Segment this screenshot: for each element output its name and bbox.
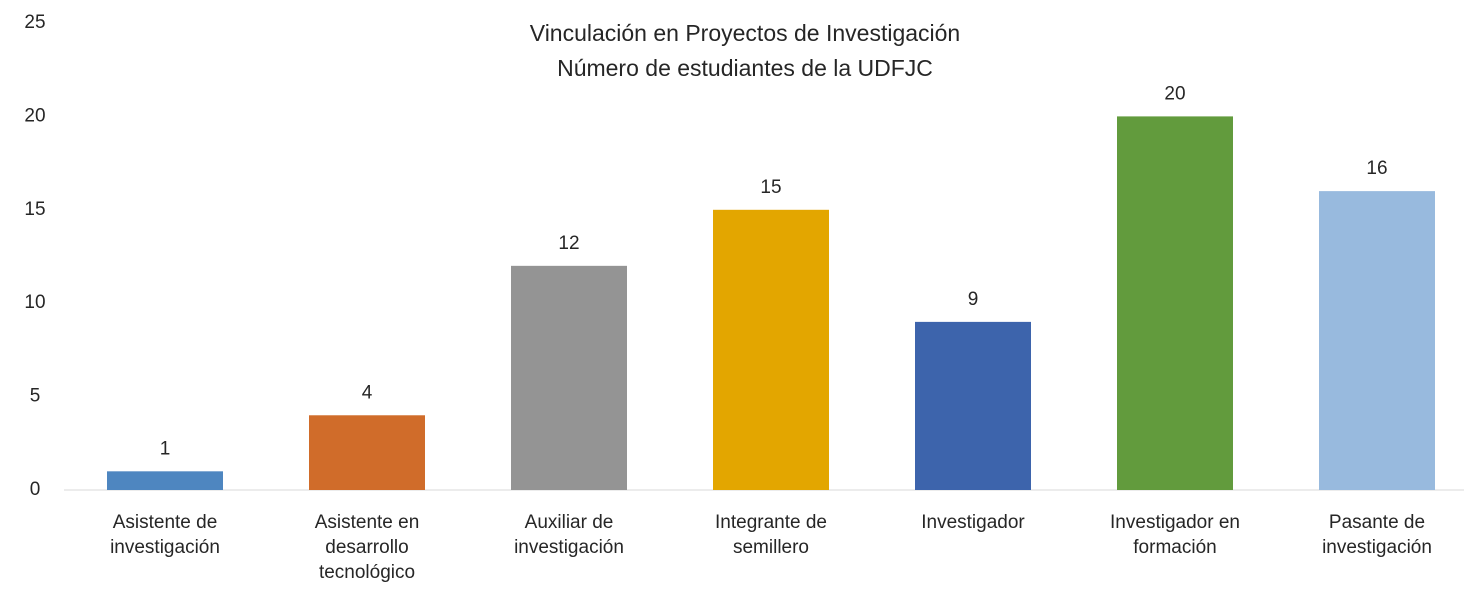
y-tick-label: 0 (30, 479, 41, 500)
x-tick-label: Pasante de investigación (1322, 512, 1432, 558)
y-tick-label: 10 (24, 292, 45, 313)
x-tick-label: Auxiliar de investigación (514, 512, 624, 558)
bar (511, 265, 627, 490)
bar (1319, 191, 1435, 490)
bar (107, 471, 223, 490)
y-tick-label: 15 (24, 199, 45, 220)
data-label: 16 (1366, 158, 1387, 179)
data-label: 9 (968, 289, 979, 310)
x-tick-label: Asistente de investigación (110, 512, 220, 558)
x-tick-label: Integrante de semillero (715, 512, 827, 558)
bar (915, 321, 1031, 490)
data-label: 4 (362, 382, 373, 403)
data-label: 20 (1164, 83, 1185, 104)
y-tick-label: 20 (24, 105, 45, 126)
y-tick-label: 25 (24, 12, 45, 33)
x-tick-label: Asistente en desarrollo tecnológico (314, 512, 420, 583)
x-tick-label: Investigador (921, 512, 1025, 533)
chart-title: Vinculación en Proyectos de Investigació… (530, 20, 960, 46)
data-label: 1 (160, 438, 171, 459)
chart-subtitle: Número de estudiantes de la UDFJC (557, 55, 933, 81)
bar (1117, 116, 1233, 491)
data-label: 12 (558, 233, 579, 254)
bar (713, 209, 829, 491)
bar (309, 415, 425, 490)
y-tick-label: 5 (30, 386, 41, 407)
data-label: 15 (760, 177, 781, 198)
x-tick-label: Investigador en formación (1110, 512, 1240, 558)
